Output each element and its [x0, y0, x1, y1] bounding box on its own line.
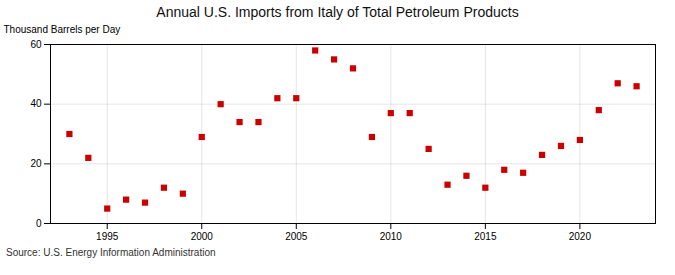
svg-text:0: 0	[36, 218, 42, 229]
svg-text:20: 20	[30, 158, 42, 169]
svg-text:40: 40	[30, 98, 42, 109]
svg-text:2000: 2000	[191, 231, 214, 242]
svg-text:1995: 1995	[96, 231, 119, 242]
svg-text:2010: 2010	[380, 231, 403, 242]
svg-text:Thousand Barrels per Day: Thousand Barrels per Day	[4, 24, 121, 35]
svg-text:60: 60	[30, 39, 42, 50]
svg-text:2020: 2020	[569, 231, 592, 242]
svg-text:2015: 2015	[474, 231, 497, 242]
svg-text:2005: 2005	[285, 231, 308, 242]
html-text:Source: U.S. Energy Informatio: Source: U.S. Energy Information Administ…	[6, 247, 216, 258]
html-text:Annual U.S. Imports from Italy: Annual U.S. Imports from Italy of Total …	[156, 4, 519, 20]
